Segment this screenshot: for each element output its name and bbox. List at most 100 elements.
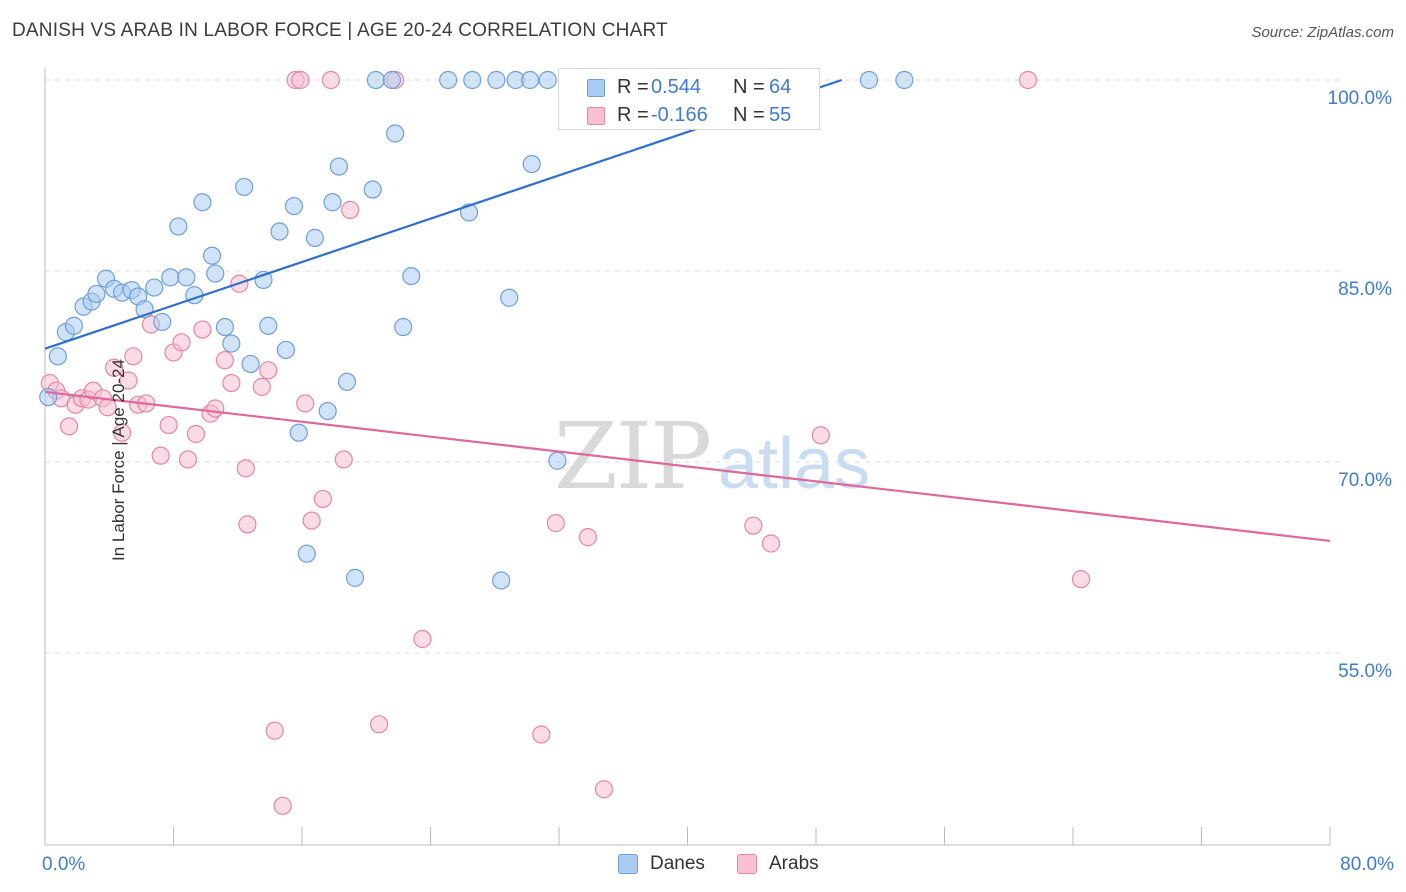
arabs-points bbox=[40, 70, 1091, 815]
arabs-point bbox=[186, 424, 206, 444]
danes-point bbox=[206, 264, 225, 283]
arabs-point bbox=[236, 459, 255, 478]
arabs-point bbox=[811, 426, 830, 445]
danes-point bbox=[345, 568, 365, 587]
y-tick-label: 100.0% bbox=[1328, 88, 1393, 109]
arabs-point bbox=[172, 333, 191, 352]
arabs-point bbox=[341, 200, 360, 219]
danes-point bbox=[548, 451, 567, 470]
danes-point bbox=[161, 268, 180, 287]
danes-point bbox=[193, 193, 212, 212]
danes-point bbox=[284, 196, 304, 216]
arabs-point bbox=[296, 394, 315, 413]
arabs-point bbox=[532, 725, 551, 744]
danes-point bbox=[305, 228, 324, 247]
danes-point bbox=[169, 217, 188, 236]
arabs-point bbox=[302, 511, 321, 530]
danes-point bbox=[276, 340, 296, 360]
chart-title: DANISH VS ARAB IN LABOR FORCE | AGE 20-2… bbox=[12, 20, 668, 41]
y-tick-label: 70.0% bbox=[1338, 470, 1392, 491]
legend-label-arabs: Arabs bbox=[769, 853, 819, 874]
arabs-point bbox=[413, 629, 432, 649]
arabs-point bbox=[178, 450, 198, 469]
arabs-point bbox=[238, 515, 257, 534]
danes-swatch bbox=[618, 854, 638, 874]
r-label: R = bbox=[617, 104, 649, 126]
arabs-point bbox=[578, 528, 598, 547]
tick-labels: 55.0% 70.0% 85.0% 100.0% 0.0% 80.0% bbox=[42, 88, 1394, 875]
x-tick-label: 80.0% bbox=[1340, 854, 1394, 875]
danes-point bbox=[463, 70, 482, 90]
watermark-zip: ZIP bbox=[554, 403, 710, 510]
arabs-point bbox=[1071, 570, 1091, 589]
arabs-point bbox=[321, 70, 341, 90]
danes-point bbox=[492, 571, 511, 590]
arabs-point bbox=[222, 373, 241, 393]
danes-point bbox=[235, 177, 254, 197]
n-value: 55 bbox=[769, 104, 792, 126]
n-value: 64 bbox=[769, 76, 792, 98]
arabs-point bbox=[334, 450, 353, 469]
source-label: Source: ZipAtlas.com bbox=[1251, 24, 1394, 41]
stats-row-danes: R = 0.544 N = 64 bbox=[559, 73, 819, 101]
danes-point bbox=[289, 423, 308, 442]
danes-point bbox=[329, 157, 349, 176]
arabs-point bbox=[265, 721, 284, 740]
stats-row-arabs: R = -0.166 N = 55 bbox=[559, 101, 819, 129]
arabs-point bbox=[59, 417, 79, 436]
danes-point bbox=[366, 70, 385, 90]
danes-point bbox=[487, 70, 506, 90]
danes-point bbox=[39, 387, 58, 407]
arabs-point bbox=[193, 320, 212, 339]
n-label: N = bbox=[733, 104, 765, 126]
arabs-point bbox=[112, 423, 132, 442]
danes-point bbox=[259, 316, 278, 335]
arabs-point bbox=[594, 780, 614, 799]
danes-point bbox=[402, 266, 421, 286]
danes-point bbox=[363, 180, 382, 199]
arabs-swatch bbox=[737, 854, 757, 874]
danes-point bbox=[48, 347, 67, 366]
x-tick-label: 0.0% bbox=[42, 854, 85, 875]
r-value: 0.544 bbox=[651, 76, 702, 98]
danes-point bbox=[270, 222, 289, 241]
arabs-point bbox=[273, 796, 292, 815]
r-value: -0.166 bbox=[651, 104, 708, 126]
arabs-point bbox=[206, 399, 225, 418]
danes-point bbox=[222, 334, 241, 353]
danes-point bbox=[323, 193, 342, 212]
y-tick-label: 85.0% bbox=[1338, 279, 1392, 300]
watermark-atlas: atlas bbox=[718, 424, 870, 504]
danes-point bbox=[145, 278, 164, 297]
danes-point bbox=[538, 70, 557, 90]
danes-point bbox=[87, 284, 106, 304]
danes-point bbox=[382, 70, 402, 90]
gridlines bbox=[45, 79, 1340, 654]
danes-point bbox=[153, 312, 172, 332]
danes-swatch bbox=[587, 79, 605, 97]
danes-point bbox=[520, 70, 540, 90]
arabs-point bbox=[159, 415, 178, 435]
danes-point bbox=[859, 70, 879, 90]
danes-points bbox=[39, 70, 914, 590]
watermark: ZIP atlas bbox=[554, 403, 870, 510]
stats-legend: R = 0.544 N = 64 R = -0.166 N = 55 bbox=[558, 68, 820, 130]
danes-point bbox=[394, 317, 413, 337]
n-label: N = bbox=[733, 76, 765, 98]
danes-point bbox=[895, 70, 914, 90]
arabs-point bbox=[291, 70, 310, 90]
danes-point bbox=[500, 288, 519, 307]
arabs-point bbox=[119, 371, 138, 390]
arabs-point bbox=[151, 446, 170, 465]
arabs-point bbox=[313, 489, 332, 509]
arabs-point bbox=[252, 377, 271, 396]
arabs-point bbox=[761, 534, 781, 553]
series-legend: Danes Arabs bbox=[0, 852, 1406, 878]
danes-point bbox=[318, 401, 337, 421]
r-label: R = bbox=[617, 76, 649, 98]
arabs-point bbox=[104, 358, 124, 377]
arabs-point bbox=[215, 351, 234, 370]
danes-point bbox=[202, 246, 222, 265]
arabs-point bbox=[370, 715, 389, 734]
